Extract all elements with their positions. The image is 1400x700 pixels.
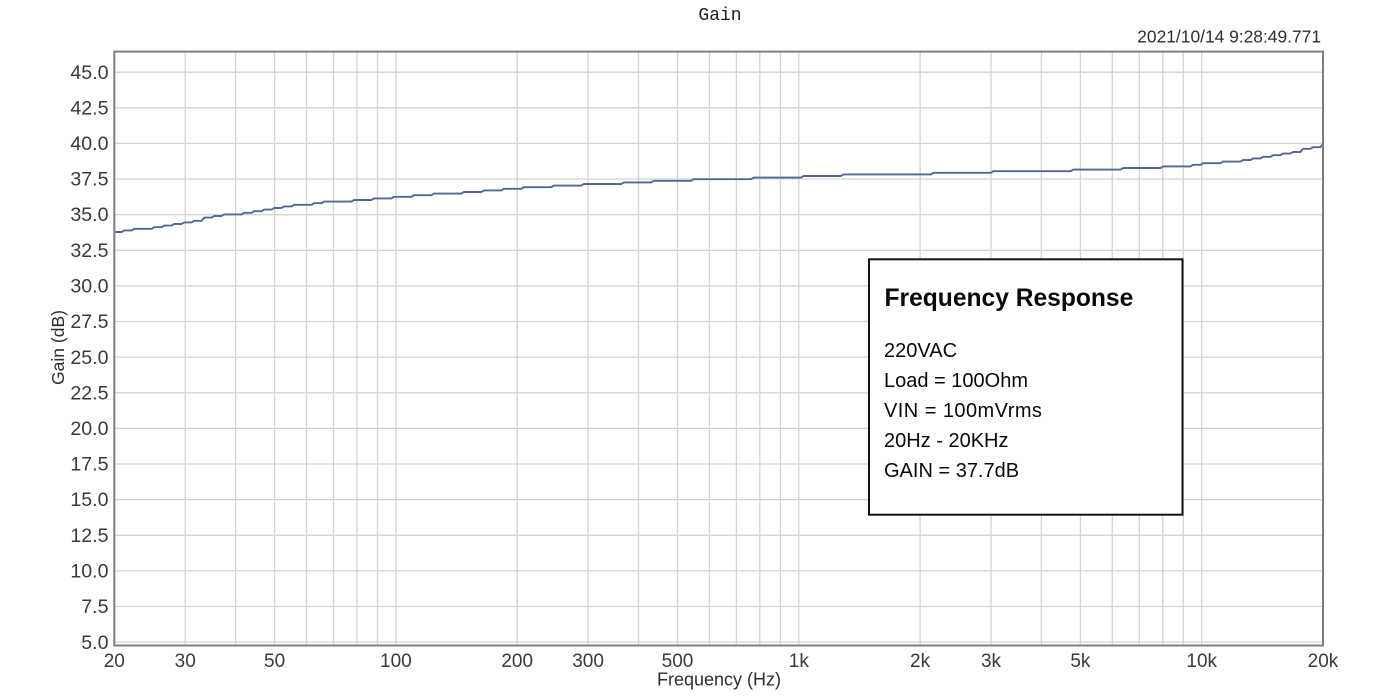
svg-text:3k: 3k — [981, 651, 1002, 672]
svg-text:30.0: 30.0 — [70, 276, 108, 298]
svg-text:10k: 10k — [1186, 651, 1217, 672]
svg-text:2k: 2k — [910, 651, 931, 672]
svg-text:GAIN = 37.7dB: GAIN = 37.7dB — [884, 460, 1019, 482]
svg-text:10.0: 10.0 — [70, 561, 108, 583]
svg-text:Gain (dB): Gain (dB) — [48, 310, 68, 385]
svg-text:22.5: 22.5 — [70, 382, 108, 404]
svg-text:20: 20 — [104, 651, 125, 672]
svg-text:20.0: 20.0 — [70, 418, 108, 440]
svg-text:Frequency Response: Frequency Response — [885, 285, 1134, 312]
svg-text:Frequency (Hz): Frequency (Hz) — [657, 670, 781, 690]
svg-text:30: 30 — [175, 651, 196, 672]
svg-text:Gain: Gain — [698, 6, 741, 26]
svg-text:42.5: 42.5 — [70, 97, 108, 119]
svg-text:7.5: 7.5 — [81, 596, 108, 618]
svg-text:25.0: 25.0 — [70, 347, 108, 369]
svg-text:100: 100 — [380, 651, 412, 672]
svg-text:2021/10/14 9:28:49.771: 2021/10/14 9:28:49.771 — [1137, 26, 1321, 46]
svg-text:17.5: 17.5 — [70, 454, 108, 476]
svg-text:35.0: 35.0 — [70, 204, 108, 226]
svg-text:5k: 5k — [1070, 651, 1091, 672]
svg-text:15.0: 15.0 — [70, 489, 108, 511]
svg-text:12.5: 12.5 — [70, 525, 108, 547]
svg-text:300: 300 — [572, 651, 604, 672]
svg-text:220VAC: 220VAC — [884, 340, 957, 362]
svg-text:500: 500 — [662, 651, 694, 672]
svg-text:20k: 20k — [1308, 651, 1339, 672]
svg-text:Load = 100Ohm: Load = 100Ohm — [884, 370, 1028, 392]
svg-text:5.0: 5.0 — [81, 632, 108, 654]
svg-text:VIN = 100mVrms: VIN = 100mVrms — [884, 400, 1042, 422]
svg-text:40.0: 40.0 — [70, 133, 108, 155]
svg-text:45.0: 45.0 — [70, 62, 108, 84]
svg-text:20Hz - 20KHz: 20Hz - 20KHz — [884, 430, 1009, 452]
svg-text:37.5: 37.5 — [70, 169, 108, 191]
svg-text:27.5: 27.5 — [70, 311, 108, 333]
svg-text:32.5: 32.5 — [70, 240, 108, 262]
svg-text:50: 50 — [264, 651, 285, 672]
svg-text:200: 200 — [501, 651, 533, 672]
svg-text:1k: 1k — [789, 651, 810, 672]
